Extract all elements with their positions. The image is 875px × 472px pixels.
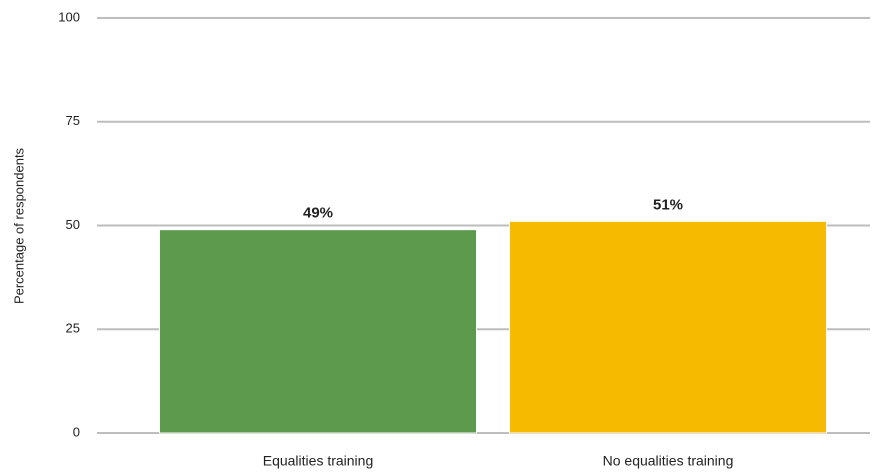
x-tick-label: No equalities training bbox=[603, 453, 734, 469]
x-tick-label: Equalities training bbox=[263, 453, 374, 469]
bar bbox=[508, 220, 828, 434]
y-tick-label: 25 bbox=[66, 321, 80, 336]
value-label: 49% bbox=[303, 205, 333, 222]
y-axis-title: Percentage of respondents bbox=[11, 147, 26, 304]
y-tick-label: 75 bbox=[66, 113, 80, 128]
bar bbox=[158, 229, 478, 434]
y-tick-label: 0 bbox=[73, 424, 80, 439]
y-tick-label: 100 bbox=[58, 9, 80, 24]
y-tick-label: 50 bbox=[66, 217, 80, 232]
value-label: 51% bbox=[653, 196, 683, 213]
